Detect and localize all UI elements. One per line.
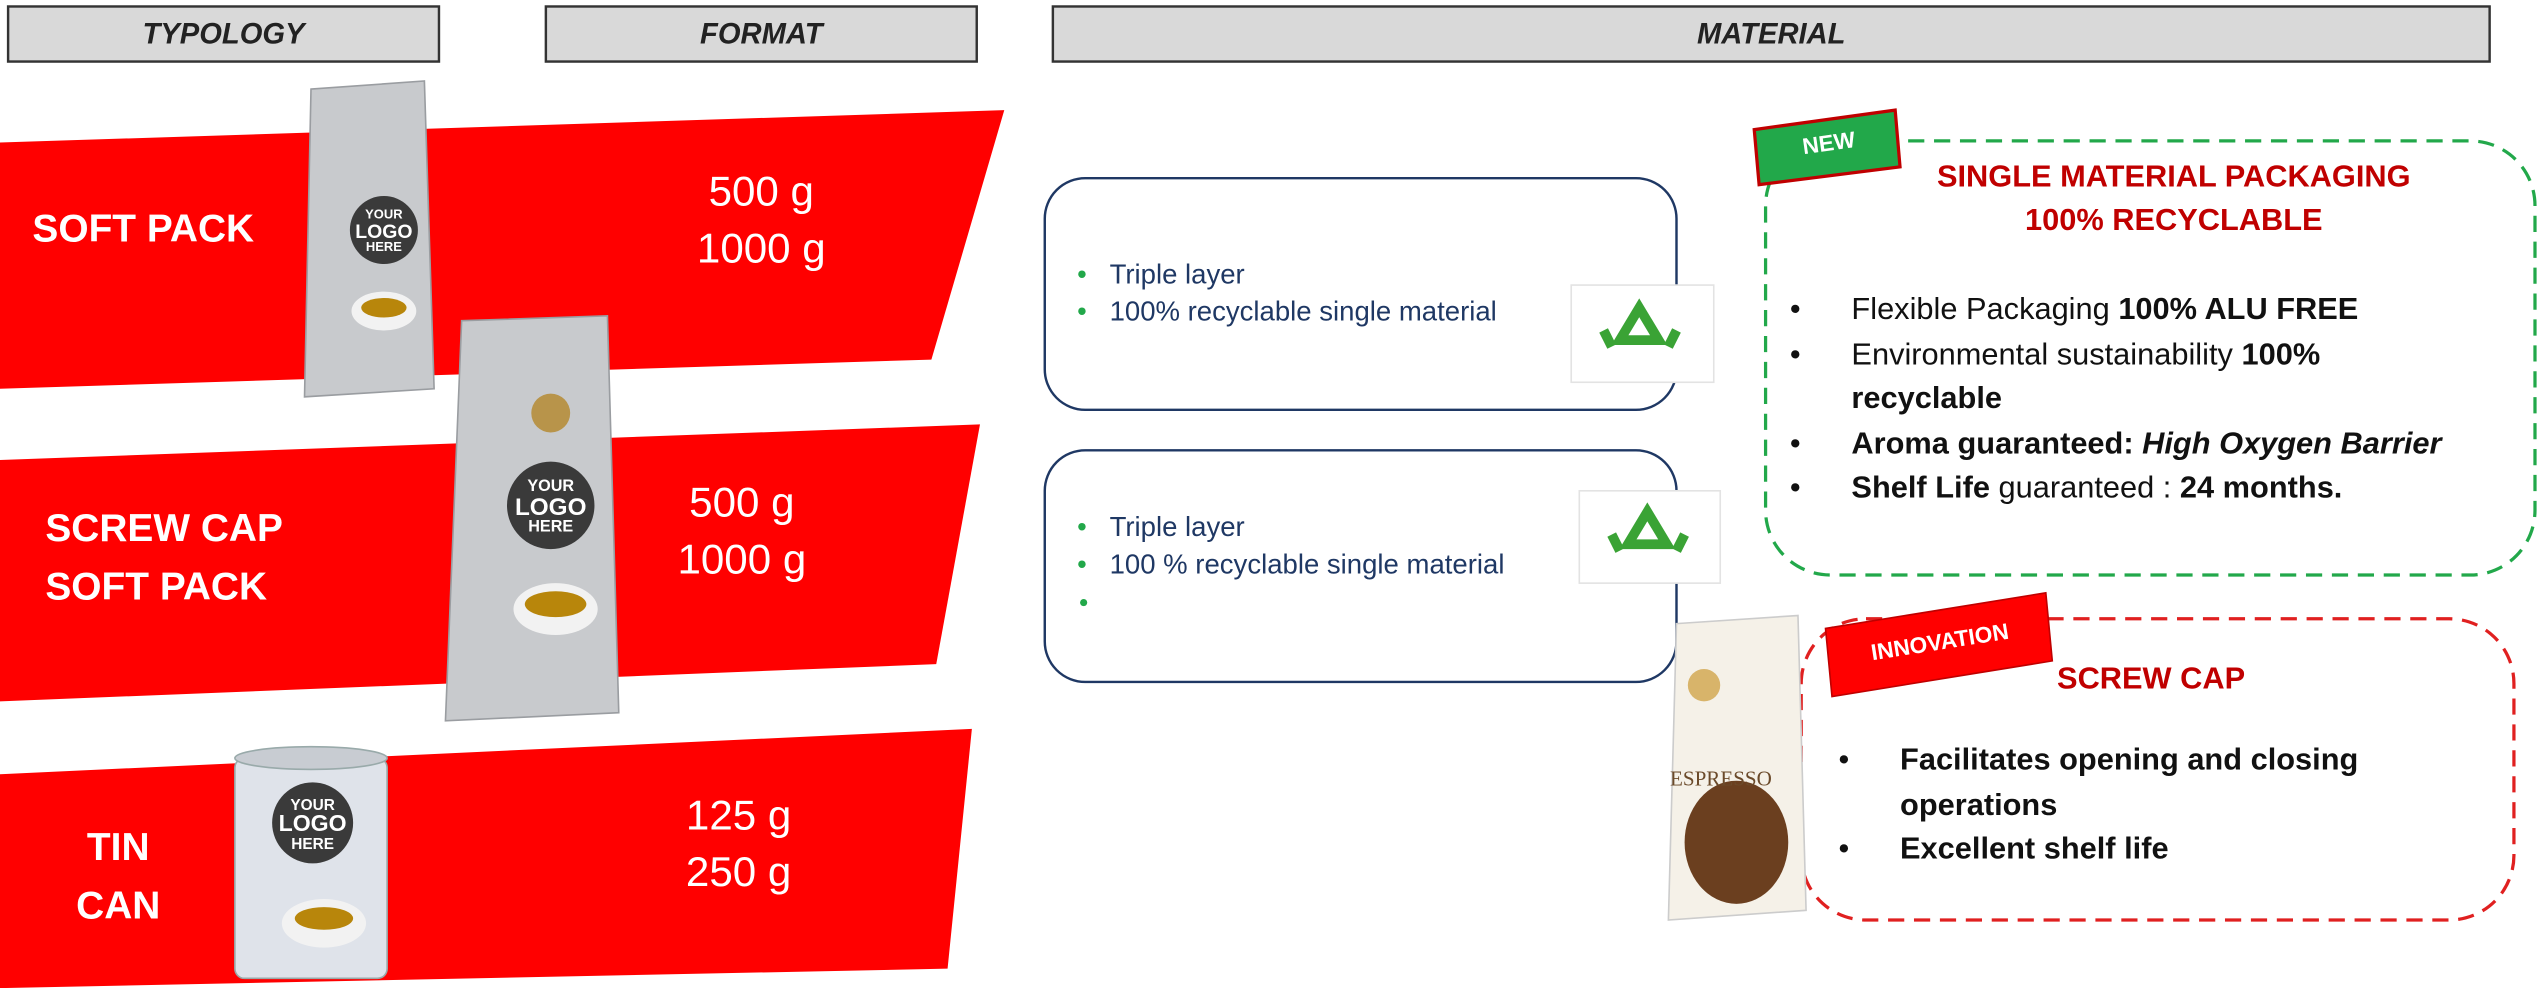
screw-cap <box>531 394 570 433</box>
screw-cap <box>1688 669 1720 701</box>
format-line: 125 g <box>609 787 868 844</box>
logo-line: HERE <box>502 520 599 536</box>
slide: TYPOLOGY FORMAT MATERIAL ESPRESSO SOFT P… <box>0 0 2540 988</box>
header: TYPOLOGY <box>8 6 439 61</box>
coffee <box>525 591 587 617</box>
panel-bullet: Flexible Packaging 100% ALU FREE <box>1790 288 2470 333</box>
panel-title: SCREW CAP <box>1973 658 2329 702</box>
format-line: 250 g <box>609 844 868 901</box>
bullet-list: Triple layer100% recyclable single mater… <box>1077 256 1497 331</box>
text-run: Facilitates opening and closing operatio… <box>1900 743 2367 822</box>
panel-list: Facilitates opening and closing operatio… <box>1838 739 2373 873</box>
logo-line: LOGO <box>502 496 599 520</box>
can-lid <box>235 747 387 770</box>
header: MATERIAL <box>1053 6 2490 61</box>
bullet <box>1080 599 1087 606</box>
text-run: Shelf Life <box>1851 471 1990 505</box>
panel-title-line: SCREW CAP <box>1973 658 2329 702</box>
package-label: ESPRESSO <box>1670 766 1772 792</box>
logo-line: HERE <box>264 837 361 852</box>
panel-title-line: SINGLE MATERIAL PACKAGING <box>1834 156 2514 200</box>
format-line: 500 g <box>612 475 871 532</box>
bullet-item: 100 % recyclable single material <box>1077 546 1504 583</box>
text-run: Environmental sustainability <box>1851 338 2241 372</box>
typology-label: SOFT PACK <box>32 201 254 259</box>
logo-line: HERE <box>335 242 432 255</box>
text-run: Aroma guaranteed: <box>1851 427 2142 461</box>
coffee <box>361 298 406 317</box>
typology-line: CAN <box>21 878 215 936</box>
typology-line: SOFT PACK <box>45 559 283 617</box>
text-run: 100% ALU FREE <box>2118 293 2358 327</box>
typology-line: SOFT PACK <box>32 201 254 259</box>
text-run: 24 months. <box>2180 471 2342 505</box>
recycle-icon <box>1579 491 1720 583</box>
text-run: High Oxygen Barrier <box>2142 427 2441 461</box>
logo-line: LOGO <box>264 814 361 837</box>
recycle-icon <box>1571 285 1714 382</box>
typology-line: TIN <box>21 820 215 878</box>
bullet-item: Triple layer <box>1077 509 1504 546</box>
logo-line: LOGO <box>335 222 432 241</box>
panel-bullet: Shelf Life guaranteed : 24 months. <box>1790 467 2470 512</box>
panel-bullet: Facilitates opening and closing operatio… <box>1838 739 2373 828</box>
format-line: 500 g <box>632 164 891 221</box>
text-run: Excellent shelf life <box>1900 833 2169 867</box>
header: FORMAT <box>546 6 977 61</box>
page: TYPOLOGY FORMAT MATERIAL ESPRESSO SOFT P… <box>0 0 2540 988</box>
panel-list: Flexible Packaging 100% ALU FREEEnvironm… <box>1790 288 2470 511</box>
panel-bullet: Aroma guaranteed: High Oxygen Barrier <box>1790 422 2470 467</box>
bullet-item: Triple layer <box>1077 256 1497 293</box>
panel-title-line: 100% RECYCLABLE <box>1834 199 2514 243</box>
coffee <box>295 907 353 930</box>
format-line: 1000 g <box>612 531 871 588</box>
typology-line: SCREW CAP <box>45 501 283 559</box>
coffee-beans <box>1685 781 1789 904</box>
text-run: Flexible Packaging <box>1851 293 2118 327</box>
bullet-item: 100% recyclable single material <box>1077 293 1497 330</box>
panel-bullet: Excellent shelf life <box>1838 828 2373 873</box>
bullet-list: Triple layer100 % recyclable single mate… <box>1077 509 1504 584</box>
format-line: 1000 g <box>632 220 891 277</box>
panel-bullet: Environmental sustainability 100% recycl… <box>1790 333 2470 422</box>
text-run: guaranteed : <box>1990 471 2180 505</box>
